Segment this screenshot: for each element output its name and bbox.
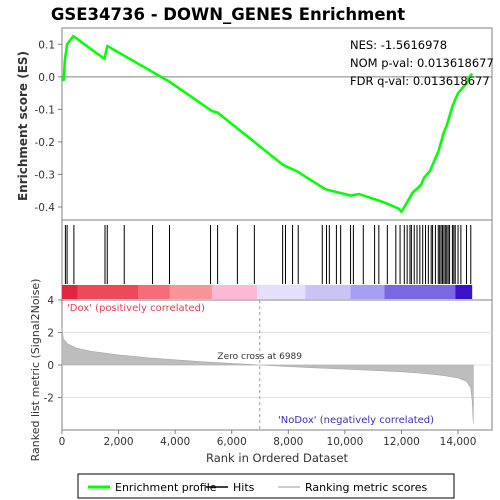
ranking-bar-segment (305, 285, 351, 299)
zero-cross-label: Zero cross at 6989 (217, 352, 302, 362)
ranking-bar-segment (350, 285, 385, 299)
es-y-ticks: 0.1 0.0 -0.1 -0.2 -0.3 -0.4 (35, 39, 62, 214)
chart-title: GSE34736 - DOWN_GENES Enrichment (51, 5, 405, 24)
es-y-tick-label: 0.1 (38, 39, 55, 51)
metric-panel: 4 2 0 -2 Zero cross at 6989 'Dox' (positive… (29, 279, 493, 462)
es-y-tick-label: 0.0 (38, 72, 55, 84)
metric-y-tick-label: 0 (47, 360, 54, 372)
x-tick-label: 6,000 (217, 436, 247, 448)
metric-y-tick-label: -2 (44, 393, 54, 405)
hits-panel (61, 219, 493, 301)
ranking-bar-segment (455, 285, 473, 299)
nom-pval-label: NOM p-val: 0.013618677 (350, 56, 494, 70)
x-tick-label: 0 (59, 436, 66, 448)
metric-y-tick-label: 4 (47, 295, 54, 307)
metric-area (61, 327, 474, 424)
legend-label: Ranking metric scores (305, 481, 427, 494)
x-tick-label: 4,000 (160, 436, 190, 448)
x-tick-label: 14,000 (440, 436, 477, 448)
ranking-bar-segment (257, 285, 306, 299)
es-y-tick-label: -0.3 (35, 169, 56, 181)
negative-correlation-label: 'NoDox' (negatively correlated) (278, 415, 434, 426)
enrichment-profile-line (60, 34, 474, 214)
es-panel: 0.1 0.0 -0.1 -0.2 -0.3 -0.4 NES: -1.5616978 N… (16, 27, 494, 224)
chart-legend: Enrichment profile Hits Ranking metric sco… (77, 473, 455, 499)
ranking-color-bar (62, 285, 473, 299)
fdr-qval-label: FDR q-val: 0.013618677 (350, 74, 490, 88)
es-y-tick-label: -0.1 (35, 104, 56, 116)
metric-y-ticks: 4 2 0 -2 (44, 295, 62, 405)
positive-correlation-label: 'Dox' (positively correlated) (67, 303, 205, 314)
es-y-tick-label: -0.2 (35, 137, 56, 149)
ranking-bar-segment (62, 285, 78, 299)
hits-lines-group (64, 225, 472, 284)
legend-frame (77, 473, 455, 499)
x-tick-label: 8,000 (273, 436, 303, 448)
enrichment-profile-line-group (60, 34, 474, 214)
ranking-bar-segment (77, 285, 139, 299)
legend-label: Hits (233, 481, 255, 494)
ranking-bar-segment (384, 285, 456, 299)
es-y-tick-label: -0.4 (35, 202, 56, 214)
nes-label: NES: -1.5616978 (350, 38, 447, 52)
ranking-bar-segment (169, 285, 212, 299)
x-tick-label: 12,000 (383, 436, 420, 448)
metric-y-tick-label: 2 (47, 328, 54, 340)
es-y-axis-label: Enrichment score (ES) (16, 51, 30, 201)
x-tick-label: 2,000 (104, 436, 134, 448)
legend-label: Enrichment profile (115, 481, 217, 494)
ranking-bar-segment (138, 285, 170, 299)
x-axis-ticks: 0 2,000 4,000 6,000 8,000 10,000 12,000 14,000 (59, 430, 477, 448)
metric-area-group (61, 327, 474, 424)
x-tick-label: 10,000 (327, 436, 364, 448)
metric-y-axis-label: Ranked list metric (Signal2Noise) (29, 279, 42, 462)
x-axis-label: Rank in Ordered Dataset (206, 451, 349, 465)
ranking-bar-segment (211, 285, 258, 299)
